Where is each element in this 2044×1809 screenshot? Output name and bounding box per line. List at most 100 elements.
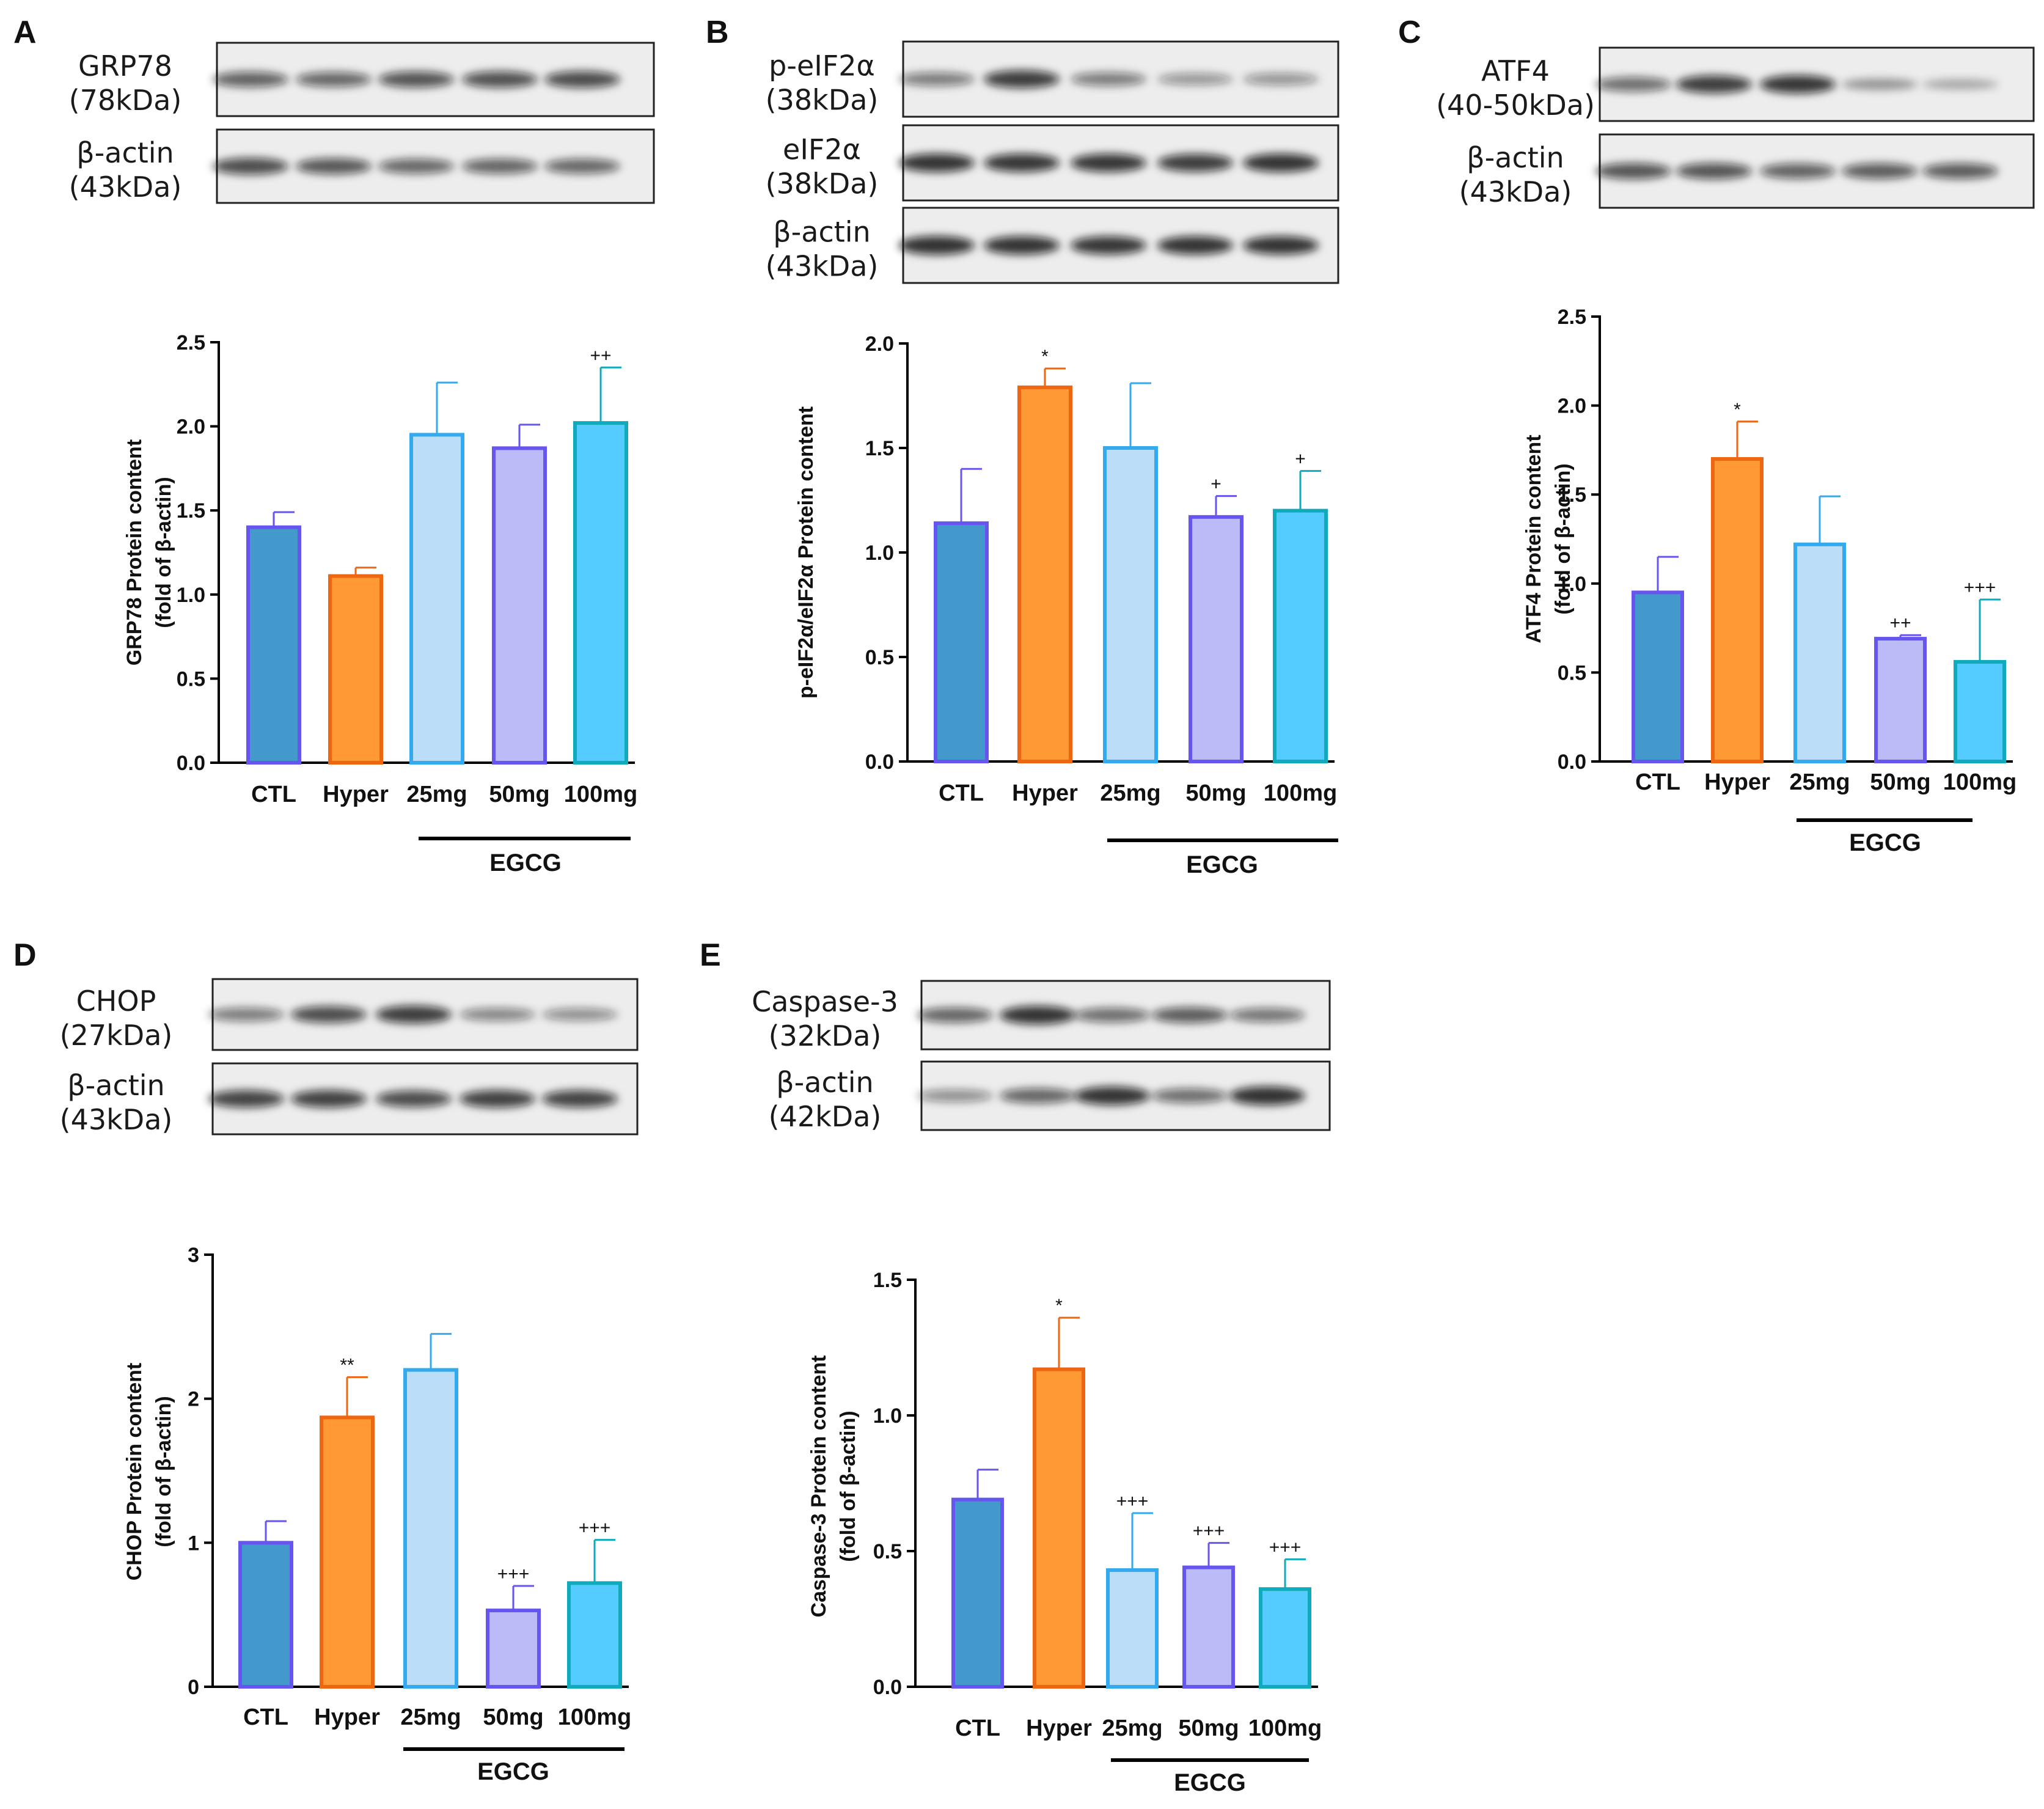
blot-strip: [899, 207, 1339, 284]
category-label: 50mg: [483, 1704, 543, 1730]
y-tick-label: 2.0: [1558, 395, 1586, 418]
category-label: 25mg: [1100, 780, 1160, 806]
blot-band: [460, 1008, 535, 1021]
y-axis-label: p-eIF2α/eIF2α Protein content: [794, 406, 818, 699]
significance-mark: +: [1211, 474, 1222, 494]
y-tick-label: 1.5: [177, 499, 205, 523]
blot-band: [1071, 236, 1146, 255]
significance-mark: ++: [1889, 613, 1911, 633]
group-label: EGCG: [1186, 851, 1258, 878]
blot-band: [378, 71, 454, 88]
blot-band: [213, 72, 288, 87]
category-label: CTL: [939, 780, 984, 806]
y-tick-label: 1: [188, 1532, 199, 1555]
blot-band: [984, 70, 1060, 89]
blot-band: [984, 236, 1060, 255]
significance-mark: *: [1041, 347, 1049, 367]
y-tick-label: 0.0: [865, 750, 894, 774]
blot-band: [1074, 1086, 1150, 1106]
bar-50mg: [1874, 637, 1927, 764]
significance-mark: ++: [590, 345, 611, 365]
y-axis-label-line: CHOP Protein content: [123, 1363, 146, 1580]
blot-band: [296, 72, 372, 87]
blot-strip: [213, 42, 655, 117]
blot-band: [917, 1089, 993, 1103]
significance-mark: +++: [1269, 1537, 1302, 1557]
category-label: 100mg: [1264, 780, 1337, 806]
panel-letter: A: [13, 15, 37, 50]
blot-band: [544, 158, 620, 174]
category-label: 50mg: [1185, 780, 1246, 806]
blot-band: [1157, 236, 1233, 255]
y-tick-label: 1.0: [177, 584, 205, 607]
blot-strip: [208, 1062, 639, 1136]
category-label: 100mg: [1248, 1715, 1322, 1741]
category-label: 100mg: [564, 782, 637, 807]
blot-band: [1922, 163, 1998, 179]
bar-hyper: [320, 1415, 375, 1689]
significance-mark: *: [1734, 400, 1741, 420]
blot-strip: [1595, 133, 2035, 209]
bar-50mg: [492, 446, 547, 765]
bar-ctl: [934, 521, 989, 763]
y-tick-label: 2.0: [177, 416, 205, 439]
blot-band: [899, 153, 975, 172]
blot-size-label: (32kDa): [769, 1019, 882, 1052]
significance-mark: +++: [1116, 1491, 1149, 1511]
category-label: CTL: [1635, 769, 1680, 795]
blot-protein-label: β-actin: [776, 1066, 873, 1099]
bar-100mg: [1259, 1587, 1311, 1689]
blot-protein-label: eIF2α: [783, 133, 861, 166]
blot-band: [1157, 73, 1233, 86]
bar-ctl: [951, 1497, 1004, 1689]
y-axis-label-line: (fold of β-actin): [152, 1396, 175, 1547]
blot-band: [917, 1007, 993, 1023]
blot-band: [1229, 1086, 1305, 1106]
category-label: Hyper: [1012, 780, 1078, 806]
panel-c: C ATF4(40-50kDa) β-actin(43kDa) 0.0 0.5 1.0 1.…: [1398, 15, 2035, 856]
category-label: 25mg: [400, 1704, 461, 1730]
y-tick-label: 1.0: [1558, 573, 1586, 596]
bar-ctl: [1632, 590, 1684, 763]
blot-size-label: (78kDa): [69, 84, 182, 117]
blot-band: [460, 1090, 535, 1108]
y-axis-label-line: (fold of β-actin): [152, 477, 175, 628]
group-label: EGCG: [1174, 1769, 1246, 1796]
category-label: 50mg: [1870, 769, 1930, 795]
y-tick-label: 1.5: [873, 1269, 902, 1292]
y-axis-label-line: (fold of β-actin): [837, 1411, 860, 1561]
blot-band: [1243, 236, 1319, 255]
y-tick-label: 0.5: [865, 646, 894, 669]
blot-band: [1760, 163, 1836, 179]
blot-size-label: (38kDa): [766, 84, 879, 117]
blot-strip: [899, 124, 1339, 202]
panel-e: E Caspase-3(32kDa) β-actin(42kDa) 0.0 0.5 1.0…: [700, 938, 1331, 1796]
blot-protein-label: ATF4: [1481, 54, 1550, 87]
y-tick-label: 1.0: [873, 1404, 902, 1428]
blot-size-label: (40-50kDa): [1436, 89, 1595, 122]
panel-letter: D: [13, 938, 37, 973]
blot-band: [1595, 77, 1671, 92]
bar-50mg: [1182, 1565, 1235, 1689]
y-axis-label-line: ATF4 Protein content: [1522, 435, 1545, 643]
panel-b: Bp-eIF2α(38kDa)eIF2α(38kDa)β-actin(43kDa…: [706, 15, 1339, 878]
y-tick-label: 0.0: [1558, 750, 1586, 774]
y-axis-label: Caspase-3 Protein content (fold of β-acti…: [807, 1356, 860, 1618]
category-label: 100mg: [1943, 769, 2017, 795]
significance-mark: +: [1295, 449, 1306, 469]
blot-strip: [899, 40, 1339, 118]
category-label: CTL: [243, 1704, 288, 1730]
bar-25mg: [1793, 542, 1846, 764]
bar-25mg: [1106, 1568, 1159, 1689]
blot-band: [899, 236, 975, 255]
blot-size-label: (43kDa): [60, 1103, 173, 1136]
blot-size-label: (27kDa): [60, 1019, 173, 1052]
blot-band: [208, 1007, 284, 1022]
blot-band: [1074, 1008, 1150, 1022]
blot-strip: [917, 980, 1331, 1051]
category-label: 25mg: [406, 782, 467, 807]
bar-hyper: [1033, 1367, 1085, 1689]
category-label: CTL: [955, 1715, 1000, 1741]
panel-a: A GRP78(78kDa) β-actin(43kDa) 0.0 0.5 1.0 1.5 2…: [13, 15, 655, 876]
blot-band: [376, 1005, 452, 1024]
